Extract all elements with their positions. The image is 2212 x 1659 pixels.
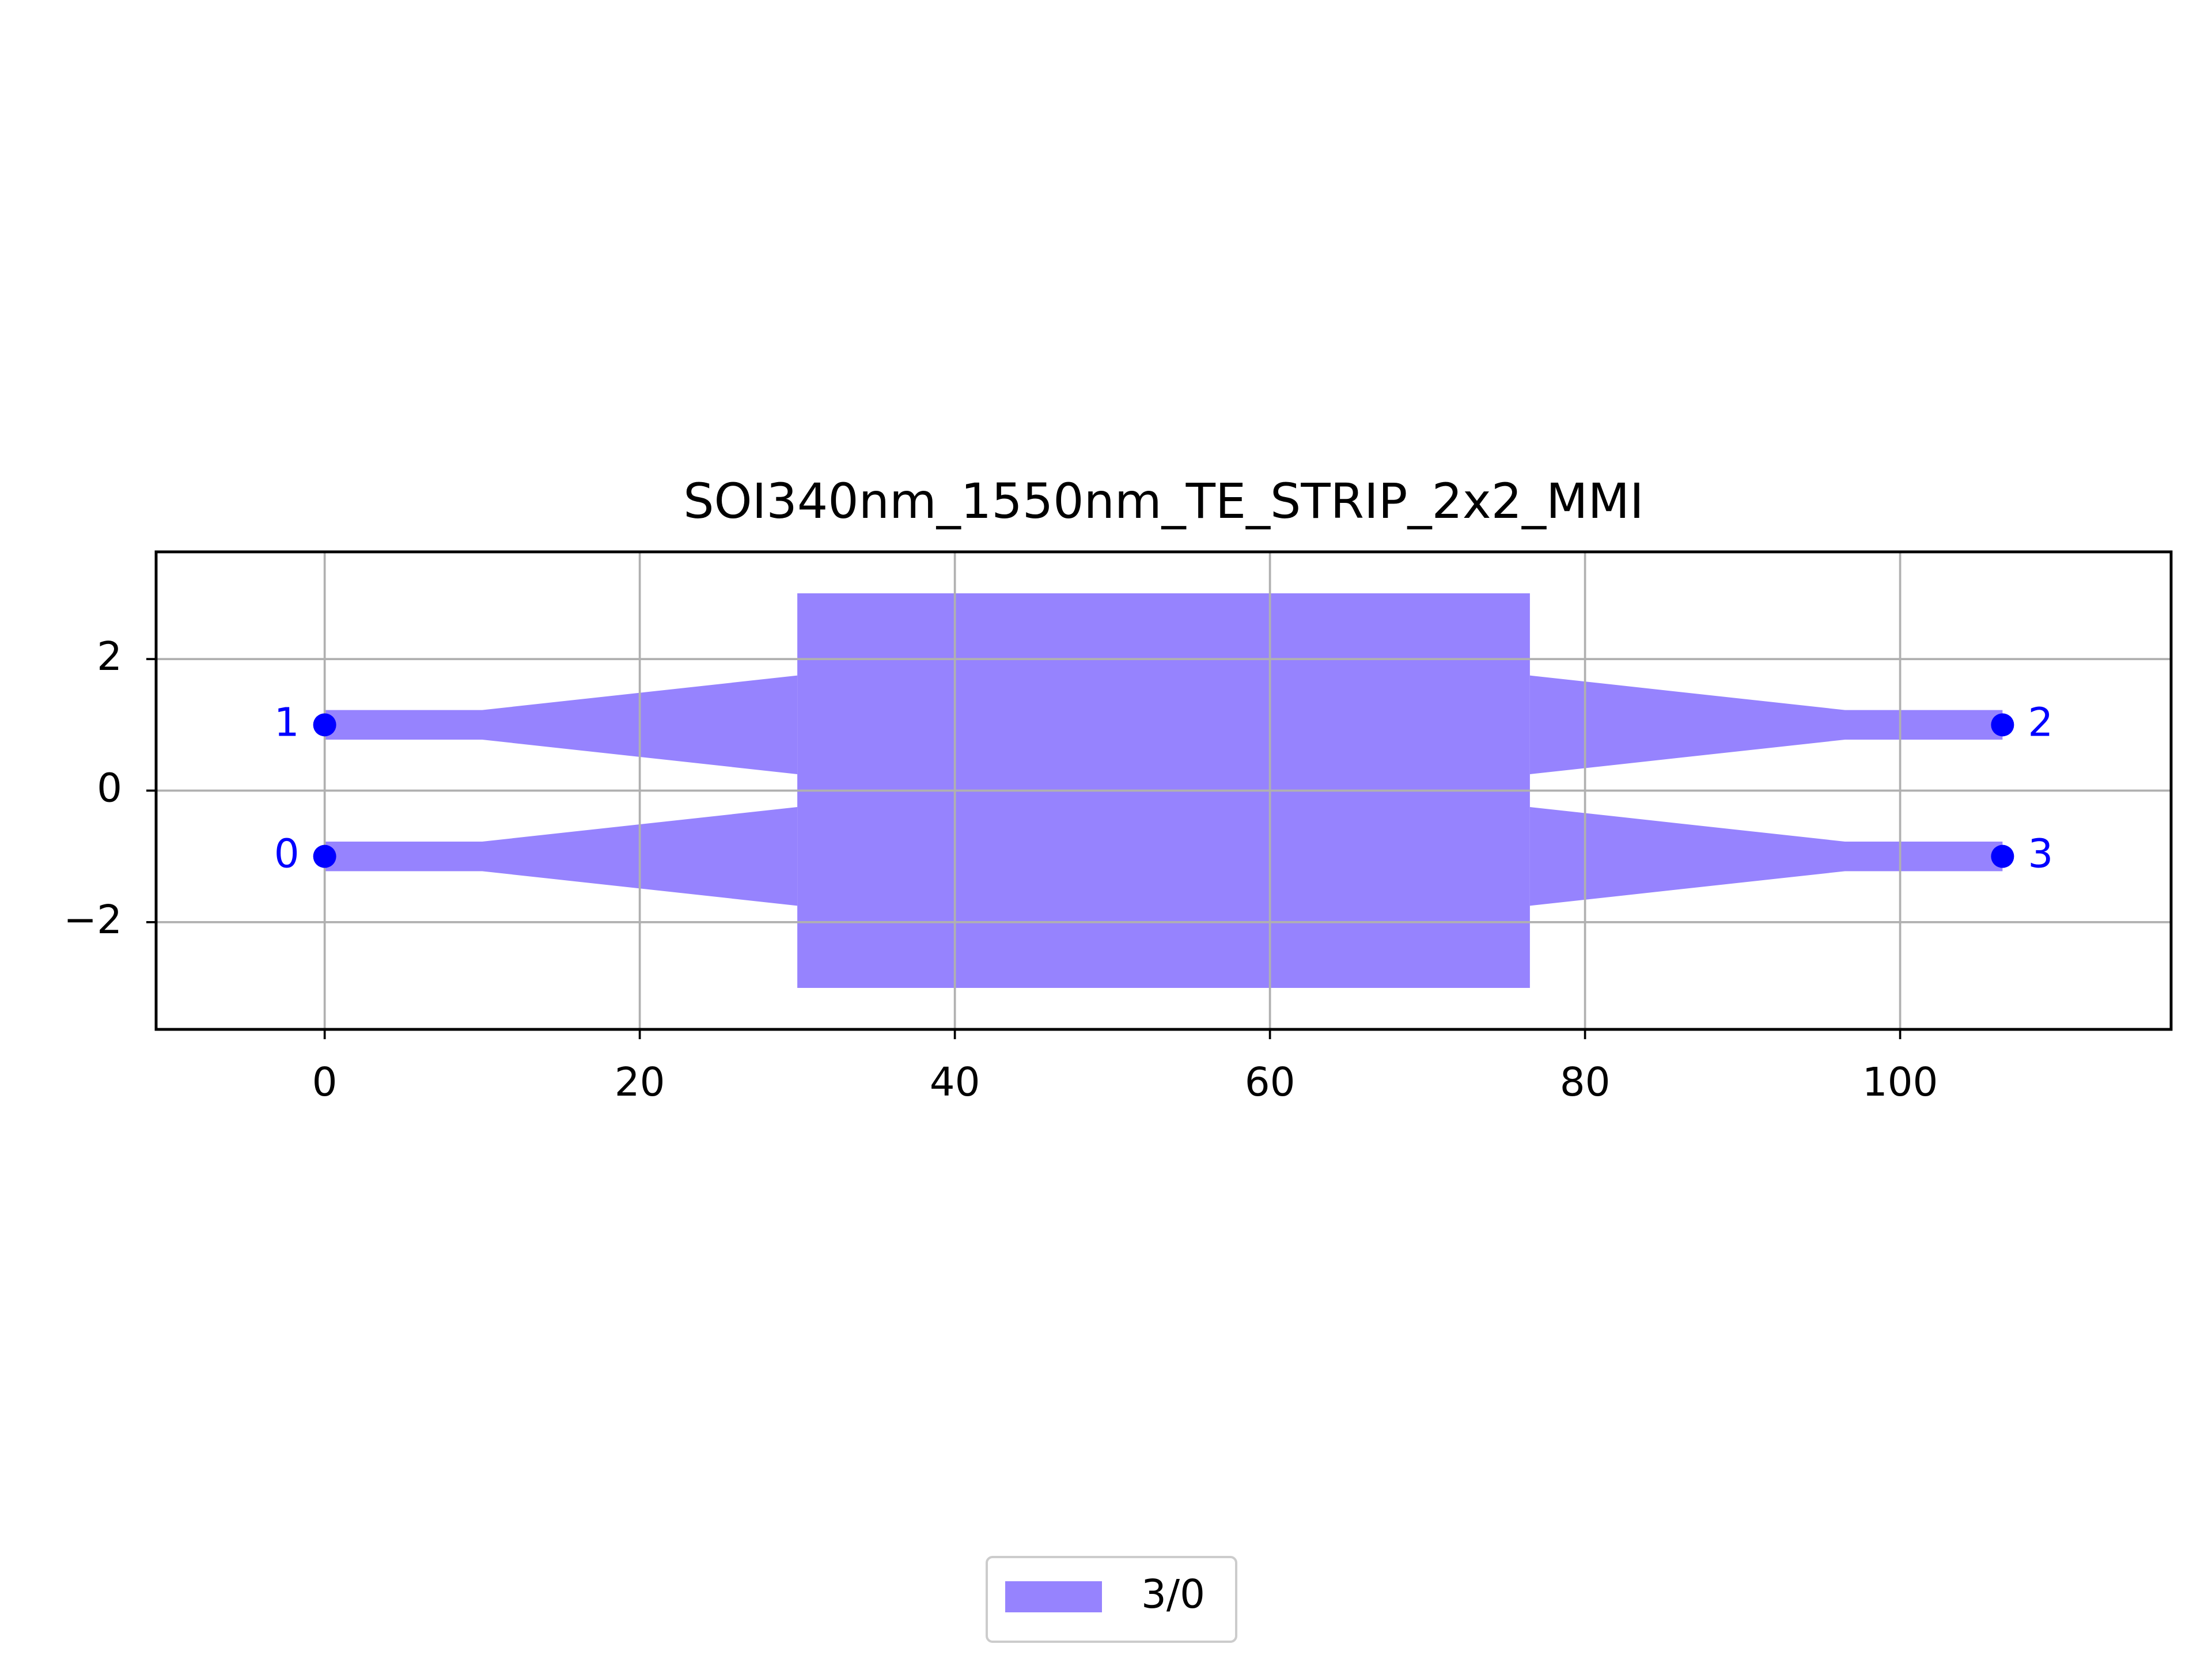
port-marker (1991, 844, 2014, 868)
x-tick-label: 80 (1560, 1059, 1611, 1105)
legend: 3/0 (986, 1556, 1237, 1643)
y-tick-label: −2 (63, 897, 122, 943)
axes-frame (154, 550, 2173, 1031)
port-label: 3 (2028, 831, 2053, 877)
legend-swatch (1005, 1581, 1102, 1612)
x-tick-label: 100 (1862, 1059, 1938, 1105)
x-tick-label: 20 (615, 1059, 665, 1105)
port-label: 0 (274, 831, 300, 877)
x-tick-label: 60 (1245, 1059, 1296, 1105)
port-label: 1 (274, 699, 300, 745)
port-marker (1991, 713, 2014, 737)
port-label: 2 (2028, 699, 2053, 745)
x-tick-label: 0 (312, 1059, 338, 1105)
legend-label: 3/0 (1141, 1571, 1205, 1618)
polygon (324, 675, 798, 774)
chart-title: SOI340nm_1550nm_TE_STRIP_2x2_MMI (683, 473, 1644, 529)
y-tick-label: 2 (97, 634, 122, 680)
port-marker (313, 844, 336, 868)
polygon (1529, 807, 2003, 906)
legend-box (986, 1556, 1237, 1643)
port-marker (313, 713, 336, 737)
polygon (1529, 675, 2003, 774)
polygon (324, 807, 798, 906)
y-tick-label: 0 (97, 766, 122, 812)
x-tick-label: 40 (930, 1059, 980, 1105)
